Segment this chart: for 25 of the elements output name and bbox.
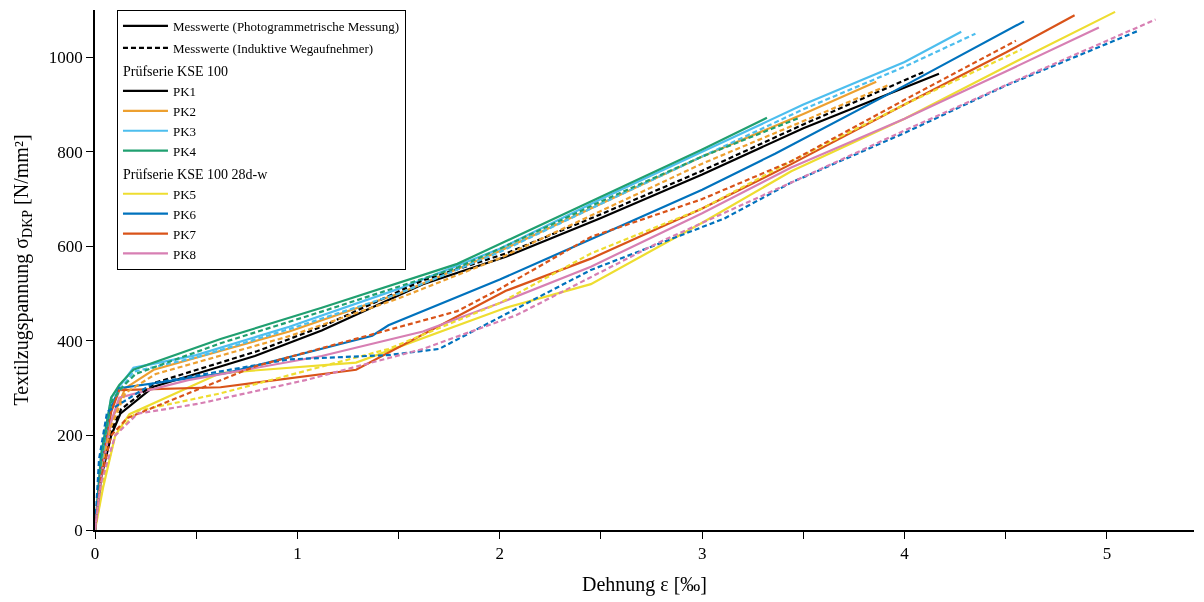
legend-label: PK3: [172, 123, 197, 139]
x-axis-title: Dehnung ε [‰]: [581, 573, 708, 597]
y-tick-label: 800: [57, 142, 83, 162]
legend-label: Messwerte (Photogrammetrische Messung): [172, 19, 399, 35]
x-tick-label: 0: [90, 544, 100, 564]
legend-label: PK5: [172, 186, 197, 202]
y-tick-label: 200: [57, 426, 83, 446]
legend-label: PK7: [172, 226, 197, 242]
legend-label: PK8: [172, 246, 197, 262]
x-tick-label: 3: [697, 544, 707, 564]
x-tick-label: 5: [1102, 544, 1112, 564]
legend-label: PK6: [172, 206, 197, 222]
legend-label: PK1: [172, 84, 197, 100]
legend-label: Messwerte (Induktive Wegaufnehmer): [172, 40, 374, 56]
legend-label: PK4: [172, 143, 197, 159]
y-tick-label: 1000: [48, 48, 83, 68]
x-tick-label: 1: [293, 544, 302, 564]
y-tick-label: 600: [57, 237, 83, 257]
annotation: Prüfserie KSE 100: [122, 63, 228, 79]
annotation: Prüfserie KSE 100 28d-w: [122, 166, 269, 182]
legend-label: PK2: [172, 103, 197, 119]
x-tick-label: 2: [495, 544, 505, 564]
x-tick-label: 4: [900, 544, 910, 564]
y-tick-label: 400: [57, 331, 83, 351]
y-tick-label: 0: [74, 520, 83, 540]
